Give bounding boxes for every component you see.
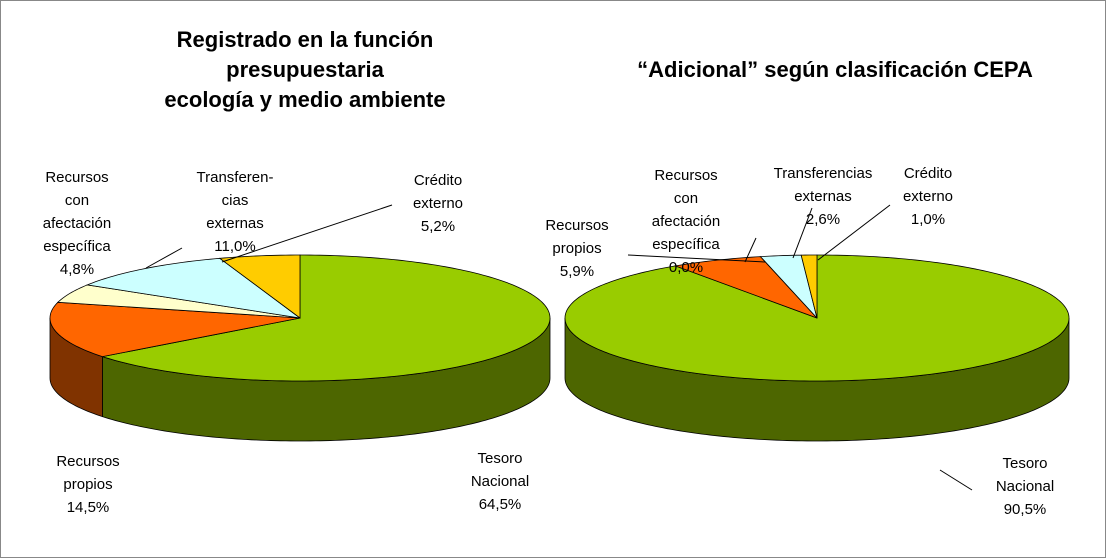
slice-label: Transferen- [197, 169, 274, 186]
slice-label: Crédito [904, 165, 952, 182]
slice [673, 256, 818, 319]
value-label: 5,2% [421, 218, 455, 235]
slice-tops [564, 254, 1070, 382]
slice-label: Transferencias [774, 165, 873, 182]
slice-label: Recursos [545, 217, 608, 234]
value-label: 14,5% [67, 499, 110, 516]
leader-line [817, 204, 891, 261]
value-label: 64,5% [479, 496, 522, 513]
slice-label: Nacional [471, 473, 529, 490]
slice-label: con [674, 190, 698, 207]
slice-label: Recursos [56, 453, 119, 470]
slice [49, 301, 301, 358]
leader-line [221, 204, 393, 263]
leader-line [792, 207, 813, 259]
slice-label: con [65, 192, 89, 209]
slice-label: Tesoro [1002, 455, 1047, 472]
value-label: 4,8% [60, 261, 94, 278]
slice-label: específica [652, 236, 720, 253]
slice-label: externas [206, 215, 264, 232]
leader-line [939, 469, 973, 491]
leader-line [744, 237, 757, 263]
slice [759, 254, 818, 319]
value-label: 90,5% [1004, 501, 1047, 518]
slice-label: externo [413, 195, 463, 212]
slice-label: Recursos [654, 167, 717, 184]
leader-line [627, 254, 766, 263]
slice-label: afectación [652, 213, 720, 230]
slice-label: externo [903, 188, 953, 205]
chart-title: presupuestaria [226, 57, 384, 82]
leader-line [145, 247, 183, 269]
slice-label: Nacional [996, 478, 1054, 495]
slice-label: externas [794, 188, 852, 205]
slice-label: cias [222, 192, 249, 209]
slice [800, 254, 818, 319]
value-label: 11,0% [214, 238, 255, 255]
slice-label: específica [43, 238, 111, 255]
value-label: 5,9% [560, 263, 594, 280]
slice-label: Tesoro [477, 450, 522, 467]
slice-label: Recursos [45, 169, 108, 186]
chart-title: “Adicional” según clasificación CEPA [637, 57, 1033, 82]
slice [56, 284, 301, 319]
slice [102, 254, 551, 382]
chart-title: Registrado en la función [177, 27, 434, 52]
slice [85, 257, 301, 319]
slice-label: afectación [43, 215, 111, 232]
slice-label: Crédito [414, 172, 462, 189]
value-label: 1,0% [911, 211, 945, 228]
slice-label: propios [63, 476, 112, 493]
slice-label: propios [552, 240, 601, 257]
value-label: 2,6% [806, 211, 840, 228]
slice-tops [49, 254, 551, 382]
slice [218, 254, 301, 319]
value-label: 0,0% [669, 259, 703, 276]
chart-title: ecología y medio ambiente [164, 87, 445, 112]
